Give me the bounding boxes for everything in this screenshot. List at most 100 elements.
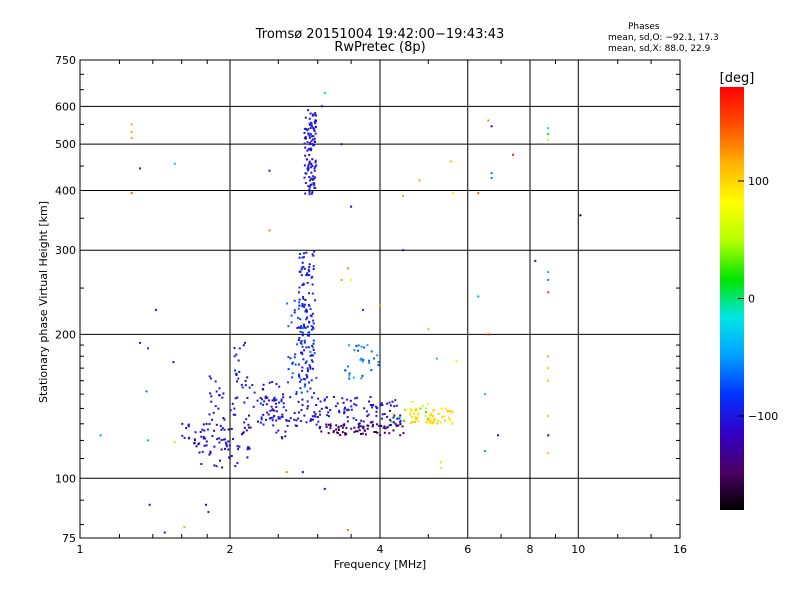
data-point (343, 411, 346, 413)
data-point (312, 322, 315, 325)
data-point (416, 416, 419, 419)
data-point (210, 400, 213, 403)
data-point (281, 437, 284, 440)
data-point (301, 353, 304, 356)
data-point (449, 160, 452, 163)
data-point (211, 435, 214, 438)
data-point (312, 354, 315, 357)
data-point (484, 450, 487, 453)
data-point (238, 347, 241, 350)
data-point (497, 434, 499, 437)
data-point (195, 445, 198, 448)
data-point (298, 373, 301, 376)
data-point (367, 424, 370, 427)
data-point (297, 411, 300, 414)
data-point (398, 417, 401, 420)
data-point (371, 425, 374, 428)
data-point (362, 425, 365, 428)
data-point (315, 120, 317, 122)
data-point (302, 265, 305, 268)
data-point (269, 417, 271, 420)
data-point (232, 413, 235, 416)
data-point (291, 376, 294, 379)
data-point (224, 441, 227, 444)
data-point (311, 275, 314, 278)
data-point (298, 375, 300, 377)
data-point (246, 396, 249, 399)
data-point (431, 421, 434, 424)
data-point (248, 426, 250, 429)
data-point (353, 349, 356, 352)
data-point (376, 431, 379, 434)
data-point (340, 278, 343, 281)
data-point (286, 302, 289, 305)
data-point (304, 192, 307, 195)
data-point (366, 415, 369, 418)
data-point (346, 420, 349, 423)
data-point (181, 422, 184, 425)
data-point (547, 434, 550, 437)
y-tick-label: 100 (55, 472, 76, 485)
data-point (238, 445, 241, 448)
data-point (376, 423, 378, 426)
data-point (316, 416, 319, 418)
data-point (246, 456, 249, 459)
data-point (305, 318, 308, 321)
y-axis-label: Stationary phase Virtual Height [km] (37, 201, 50, 403)
data-point (309, 121, 312, 124)
data-point (310, 418, 312, 421)
data-point (411, 420, 414, 423)
data-point (202, 423, 205, 426)
data-point (307, 405, 310, 408)
data-point (312, 327, 315, 330)
data-point (325, 423, 328, 426)
data-point (366, 410, 368, 413)
data-point (325, 396, 328, 399)
data-point (306, 129, 309, 132)
data-point (273, 399, 276, 402)
data-point (230, 455, 233, 457)
colorbar-label: [deg] (720, 71, 755, 86)
data-point (154, 308, 157, 311)
data-point (308, 160, 311, 163)
data-point (394, 422, 397, 425)
data-point (306, 141, 309, 144)
data-point (321, 105, 323, 108)
data-point (311, 415, 314, 418)
data-point (130, 137, 133, 139)
data-point (424, 411, 427, 414)
data-point (311, 360, 314, 363)
data-point (417, 420, 420, 423)
data-point (308, 320, 310, 323)
data-point (259, 402, 262, 405)
data-point (319, 413, 321, 416)
data-point (350, 408, 353, 411)
data-point (534, 259, 537, 262)
data-point (357, 344, 360, 347)
data-point (313, 250, 316, 253)
data-point (449, 410, 451, 413)
data-point (309, 132, 312, 135)
data-point (361, 360, 364, 363)
data-point (399, 419, 402, 422)
data-point (293, 356, 296, 359)
data-point (299, 387, 302, 390)
data-point (293, 311, 296, 314)
data-point (332, 430, 335, 432)
data-point (312, 126, 315, 129)
data-point (293, 299, 296, 302)
data-point (294, 363, 297, 366)
data-point (238, 370, 241, 373)
data-point (432, 419, 435, 422)
data-point (227, 448, 230, 451)
data-point (302, 256, 305, 259)
data-point (309, 365, 312, 368)
data-point (417, 413, 420, 416)
data-point (392, 421, 395, 424)
data-point (235, 372, 238, 375)
data-point (298, 326, 300, 329)
data-point (251, 384, 254, 386)
y-tick-label: 75 (62, 532, 76, 545)
data-point (280, 416, 283, 418)
y-tick-label: 750 (55, 54, 76, 67)
